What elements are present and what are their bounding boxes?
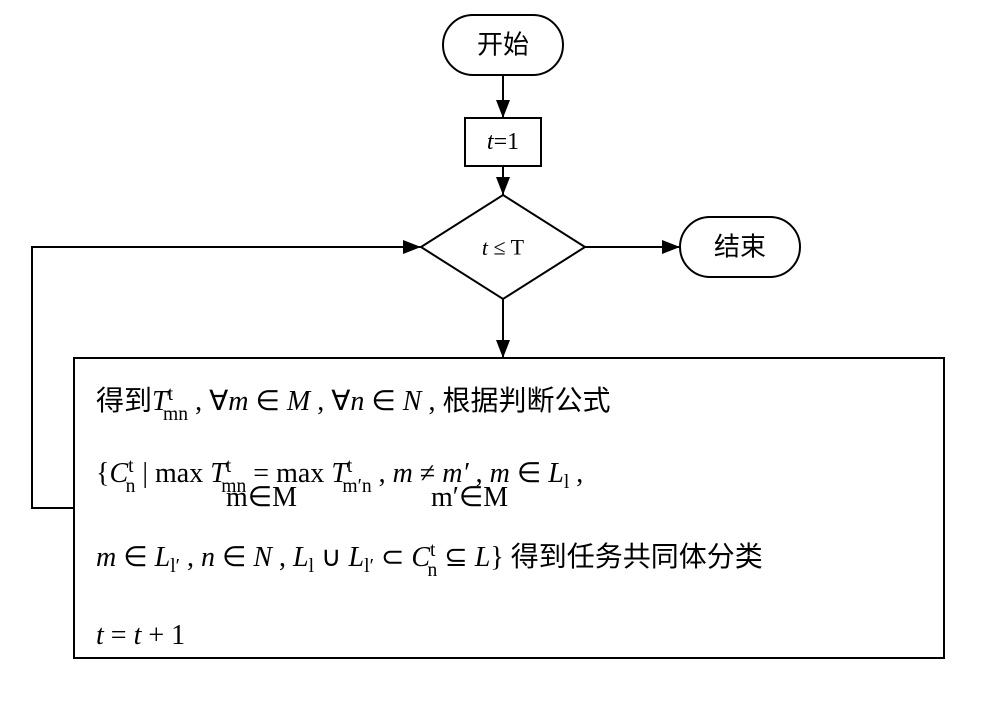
formula-line-4: t = t + 1 — [96, 620, 185, 651]
node-process_main: 得到Ttmn , ∀m ∈ M , ∀n ∈ N , 根据判断公式{Ctn | … — [74, 358, 944, 658]
node-end: 结束 — [680, 217, 800, 277]
node-start: 开始 — [443, 15, 563, 75]
label-end: 结束 — [714, 233, 766, 262]
formula-line-2-sub1: m∈M — [226, 482, 297, 513]
label-start: 开始 — [477, 31, 529, 60]
label-init: t=1 — [487, 129, 519, 155]
formula-line-2-sub2: m′∈M — [431, 482, 508, 513]
node-decision: t ≤ T — [421, 195, 585, 299]
node-init: t=1 — [465, 118, 541, 166]
label-decision: t ≤ T — [482, 235, 525, 260]
